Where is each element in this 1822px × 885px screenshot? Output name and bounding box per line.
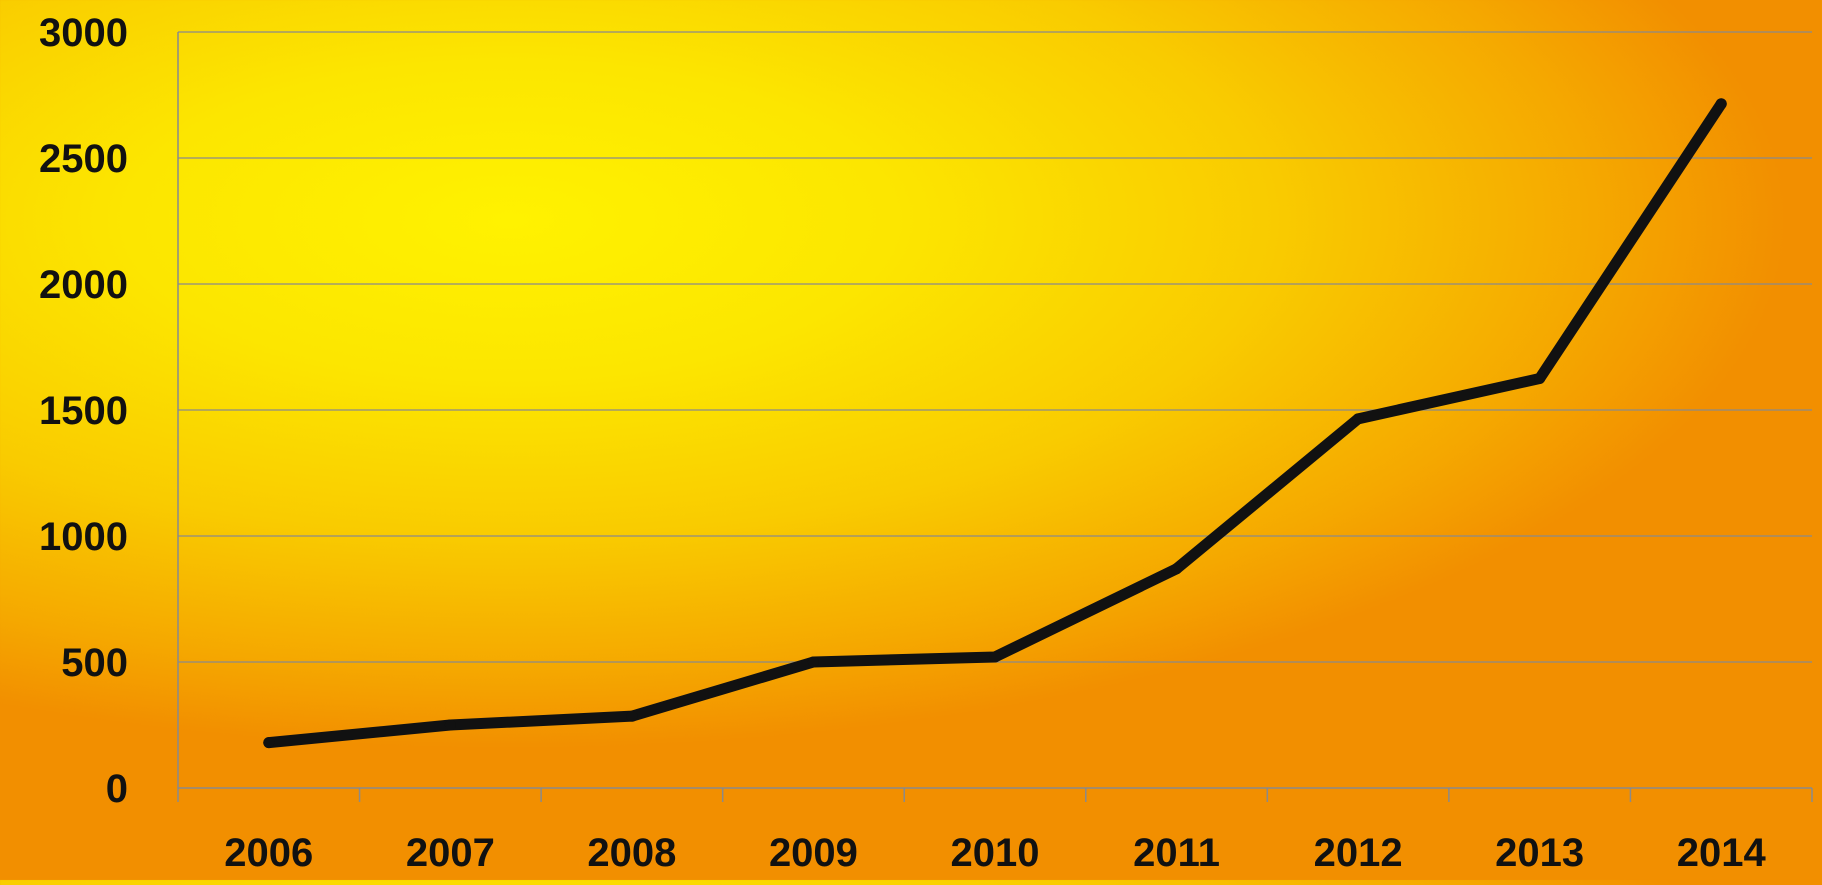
y-tick-label: 2000 — [39, 263, 128, 307]
y-axis-tick-labels: 0 500 1000 1500 2000 2500 3000 — [39, 11, 128, 811]
x-tick-label: 2008 — [587, 831, 676, 875]
x-tick-label: 2010 — [951, 831, 1040, 875]
x-tick-label: 2011 — [1133, 831, 1220, 875]
x-tick-label: 2013 — [1495, 831, 1584, 875]
gridlines — [178, 31, 1812, 663]
y-tick-label: 2500 — [39, 137, 128, 181]
y-tick-label: 500 — [61, 641, 128, 685]
y-tick-label: 1000 — [39, 515, 128, 559]
data-point-2008 — [626, 710, 638, 722]
x-axis — [177, 32, 1813, 802]
x-tick-label: 2007 — [406, 831, 495, 875]
x-tick-label: 2014 — [1677, 831, 1767, 875]
x-axis-tick-labels: 2006 2007 2008 2009 2010 2011 2012 2013 2014 — [224, 831, 1766, 875]
data-point-2006 — [263, 737, 275, 749]
data-point-2014 — [1715, 98, 1727, 110]
x-tick-label: 2006 — [224, 831, 313, 875]
series-layer — [263, 98, 1727, 749]
data-point-2011 — [1171, 563, 1183, 575]
data-point-2012 — [1352, 413, 1364, 425]
data-point-2013 — [1534, 373, 1546, 384]
data-point-2009 — [807, 656, 819, 668]
x-tick-label: 2009 — [769, 831, 858, 875]
data-point-2007 — [444, 719, 456, 731]
y-tick-label: 0 — [106, 767, 128, 811]
data-point-2010 — [989, 651, 1001, 663]
series-line-0 — [263, 98, 1727, 749]
x-tick-label: 2012 — [1314, 831, 1403, 875]
y-tick-label: 1500 — [39, 389, 128, 433]
y-tick-label: 3000 — [39, 11, 128, 55]
